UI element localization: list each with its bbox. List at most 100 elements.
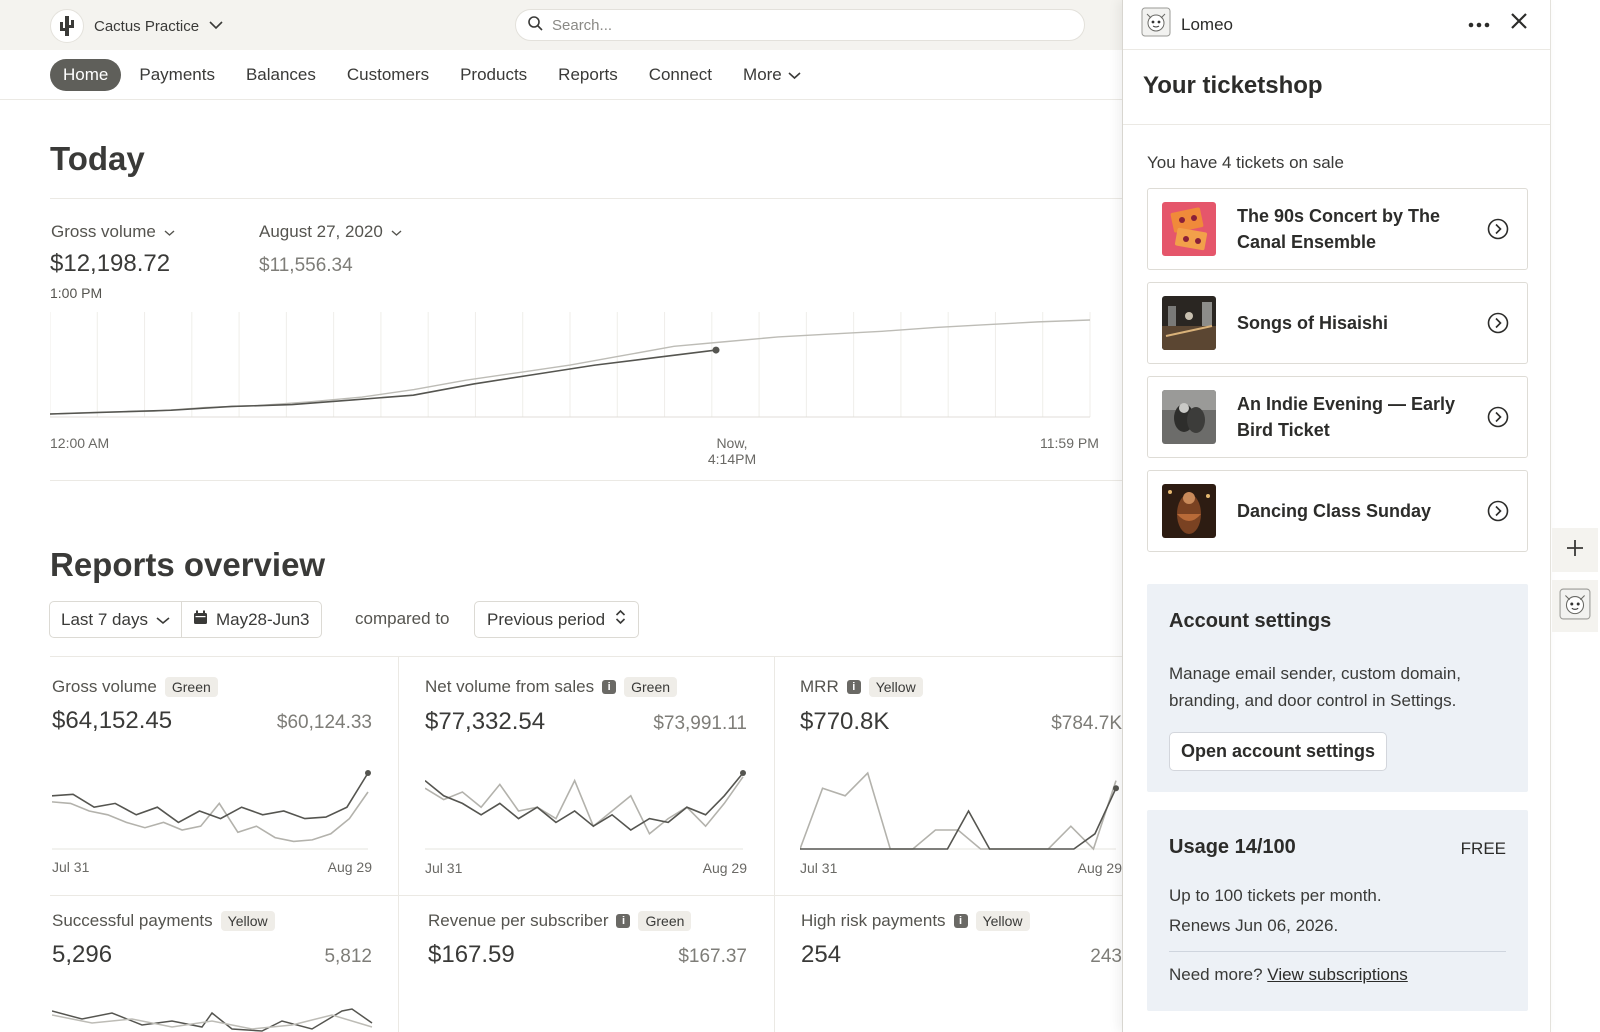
today-line (50, 349, 717, 415)
gross-volume-sparkline (52, 770, 371, 850)
previous-period-line (425, 776, 744, 836)
usage-renewal-text: Renews Jun 06, 2026. (1169, 916, 1339, 935)
status-badge: Yellow (868, 677, 923, 697)
chevron-down-icon (788, 65, 801, 85)
card-divider (50, 895, 1122, 896)
card-value: $167.59 (428, 941, 515, 968)
plan-badge: FREE (1460, 839, 1506, 858)
period-label: Previous period (487, 609, 606, 629)
card-compare-value: 243 (1090, 946, 1122, 967)
card-title: Net volume from sales (425, 677, 595, 696)
card-title: Successful payments (52, 911, 213, 930)
info-icon[interactable]: i (953, 914, 968, 928)
report-card-net-volume[interactable]: Net volume from sales i Green $77,332.54… (425, 677, 747, 887)
open-account-settings-button[interactable]: Open account settings (1169, 732, 1388, 771)
current-period-line (800, 787, 1117, 850)
report-card-mrr[interactable]: MRR i Yellow $770.8K $784.7K Jul 31 Aug … (800, 677, 1122, 887)
view-subscriptions-link[interactable]: View subscriptions (1267, 965, 1408, 984)
ticket-item[interactable]: Dancing Class Sunday (1147, 470, 1528, 552)
lomeo-side-panel: Lomeo Your ticketshop You have 4 tickets… (1122, 0, 1551, 1032)
axis-start-label: 12:00 AM (50, 435, 110, 451)
info-icon[interactable]: i (616, 914, 631, 928)
main-nav: Home Payments Balances Customers Product… (0, 50, 1122, 100)
plus-icon (1566, 539, 1584, 562)
lomeo-avatar-icon (1141, 7, 1171, 42)
card-title-row: Net volume from sales i Green (425, 677, 747, 697)
range-select[interactable]: Last 7 days (50, 602, 181, 637)
nav-products[interactable]: Products (460, 64, 528, 84)
ticket-title: Dancing Class Sunday (1237, 501, 1432, 521)
ticket-item[interactable]: An Indie Evening — Early Bird Ticket (1147, 376, 1528, 458)
close-icon[interactable] (1510, 12, 1528, 35)
more-options-icon[interactable] (1468, 15, 1490, 33)
card-compare-value: $167.37 (678, 946, 747, 967)
divider (50, 480, 1122, 481)
search-input[interactable]: Search... (515, 9, 1085, 41)
need-more-label: Need more? (1169, 965, 1263, 984)
chevron-down-icon (391, 222, 402, 242)
date-picker[interactable]: May28-Jun3 (180, 602, 321, 637)
account-settings-title: Account settings (1169, 610, 1332, 632)
card-end-date: Aug 29 (327, 859, 372, 875)
report-card-revenue-per-subscriber[interactable]: Revenue per subscriber i Green $167.59 $… (428, 911, 747, 1032)
ticket-thumbnail (1162, 202, 1216, 256)
metric-value: $12,198.72 (50, 250, 171, 277)
ticket-thumbnail (1162, 296, 1216, 350)
report-card-gross-volume[interactable]: Gross volume Green $64,152.45 $60,124.33… (52, 677, 372, 887)
card-end-date: Aug 29 (1077, 860, 1122, 876)
card-start-date: Jul 31 (425, 860, 463, 876)
card-start-date: Jul 31 (52, 859, 90, 875)
lomeo-avatar-icon (1559, 588, 1591, 625)
nav-more[interactable]: More (730, 59, 814, 91)
metric-selector[interactable]: Gross volume (51, 222, 175, 242)
usage-title: Usage 14/100 (1169, 836, 1296, 858)
now-point (712, 346, 720, 354)
chevron-right-circle-icon (1487, 500, 1509, 527)
search-placeholder: Search... (552, 16, 613, 34)
nav-home[interactable]: Home (50, 58, 122, 91)
info-icon[interactable]: i (846, 680, 861, 694)
search-icon (528, 15, 543, 35)
add-app-button[interactable] (1552, 528, 1598, 572)
panel-app-name: Lomeo (1181, 14, 1233, 34)
usage-card: Usage 14/100 FREE Up to 100 tickets per … (1147, 810, 1528, 1011)
nav-reports[interactable]: Reports (558, 64, 618, 84)
previous-period-line (800, 771, 1117, 851)
date-range-filter[interactable]: Last 7 days May28-Jun3 (49, 601, 322, 638)
report-card-high-risk-payments[interactable]: High risk payments i Yellow 254 243 (801, 911, 1122, 1032)
card-title-row: High risk payments i Yellow (801, 911, 1122, 931)
today-volume-chart (50, 312, 1091, 418)
metric-time: 1:00 PM (50, 285, 103, 301)
sort-updown-icon (615, 609, 626, 630)
account-settings-card: Account settings Manage email sender, cu… (1147, 584, 1528, 792)
card-compare-value: $73,991.11 (653, 713, 747, 734)
status-badge: Green (638, 911, 692, 931)
nav-connect[interactable]: Connect (648, 64, 713, 84)
divider (1169, 951, 1506, 952)
nav-payments[interactable]: Payments (139, 64, 215, 84)
ticket-item[interactable]: The 90s Concert by The Canal Ensemble (1147, 188, 1528, 270)
top-bar: Cactus Practice Search... (0, 0, 1122, 50)
card-start-date: Jul 31 (800, 860, 838, 876)
status-badge: Yellow (975, 911, 1030, 931)
info-icon[interactable]: i (602, 680, 617, 694)
card-divider (774, 657, 775, 1032)
metric-label: Gross volume (51, 222, 156, 241)
lomeo-app-button[interactable] (1552, 580, 1598, 632)
date-range-label: May28-Jun3 (215, 609, 310, 629)
card-value: 5,296 (52, 941, 113, 968)
chevron-right-circle-icon (1487, 312, 1509, 339)
end-point (365, 770, 371, 776)
report-card-successful-payments[interactable]: Successful payments Yellow 5,296 5,812 (52, 911, 373, 1032)
divider (1123, 124, 1550, 125)
ticket-title: An Indie Evening — Early Bird Ticket (1237, 394, 1456, 440)
nav-customers[interactable]: Customers (346, 64, 430, 84)
account-switcher[interactable]: Cactus Practice (50, 9, 223, 43)
nav-balances[interactable]: Balances (245, 64, 316, 84)
comparison-period-select[interactable]: Previous period (474, 601, 640, 638)
card-title-row: Successful payments Yellow (52, 911, 372, 931)
compare-date-selector[interactable]: August 27, 2020 (259, 222, 402, 242)
ticket-title: Songs of Hisaishi (1237, 313, 1389, 333)
axis-now-text: Now, (716, 435, 748, 451)
ticket-item[interactable]: Songs of Hisaishi (1147, 282, 1528, 364)
